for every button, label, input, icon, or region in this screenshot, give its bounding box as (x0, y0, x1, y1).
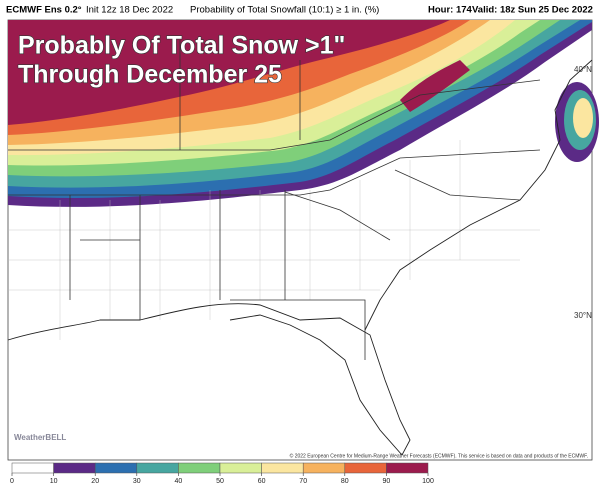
init-time: Init 12z 18 Dec 2022 (86, 5, 173, 16)
colorbar-bin (94, 462, 138, 474)
colorbar-bin (53, 462, 96, 474)
colorbar-tick-label: 0 (10, 478, 14, 485)
colorbar-bin (11, 462, 54, 474)
overlay-title: Through December 25 (18, 61, 282, 89)
colorbar-tick-label: 50 (216, 478, 224, 485)
colorbar-tick-label: 20 (91, 478, 99, 485)
coastline (7, 59, 593, 456)
band (400, 60, 470, 112)
colorbar-tick-label: 100 (422, 478, 434, 485)
colorbar-bin (219, 462, 262, 474)
colorbar-tick-label: 90 (383, 478, 391, 485)
product-name: Probability of Total Snowfall (10:1) ≥ 1… (190, 5, 379, 16)
band (8, 20, 450, 125)
colorbar-bin (386, 462, 429, 474)
credit: © 2022 European Centre for Medium-Range … (290, 452, 588, 459)
valid-time: Valid: 18z Sun 25 Dec 2022 (472, 5, 593, 16)
lat-label: 40°N (574, 65, 592, 74)
colorbar-tick-label: 40 (175, 478, 183, 485)
colorbar-tick-label: 30 (133, 478, 141, 485)
logo: WeatherBELL (14, 433, 66, 442)
forecast-hour: Hour: 174 (428, 5, 473, 16)
colorbar-tick-label: 60 (258, 478, 266, 485)
overlay-title: Probably Of Total Snow >1" (18, 32, 345, 60)
colorbar-bin (302, 462, 346, 474)
colorbar-bin (344, 462, 387, 474)
map: 40°N 30°N Probably Of Total Snow >1" Thr… (7, 19, 599, 461)
colorbar-bin (261, 462, 304, 474)
colorbar-tick-label: 10 (50, 478, 58, 485)
colorbar: 0 10 20 30 40 50 60 70 80 90 100 (10, 462, 434, 485)
county-lines (8, 140, 540, 340)
colorbar-tick-label: 80 (341, 478, 349, 485)
colorbar-bin (178, 462, 221, 474)
colorbar-bin (136, 462, 179, 474)
lat-label: 30°N (574, 311, 592, 320)
colorbar-tick-label: 70 (299, 478, 307, 485)
band (573, 98, 593, 138)
model-name: ECMWF Ens 0.2° (6, 5, 82, 16)
state-lines (8, 40, 541, 360)
